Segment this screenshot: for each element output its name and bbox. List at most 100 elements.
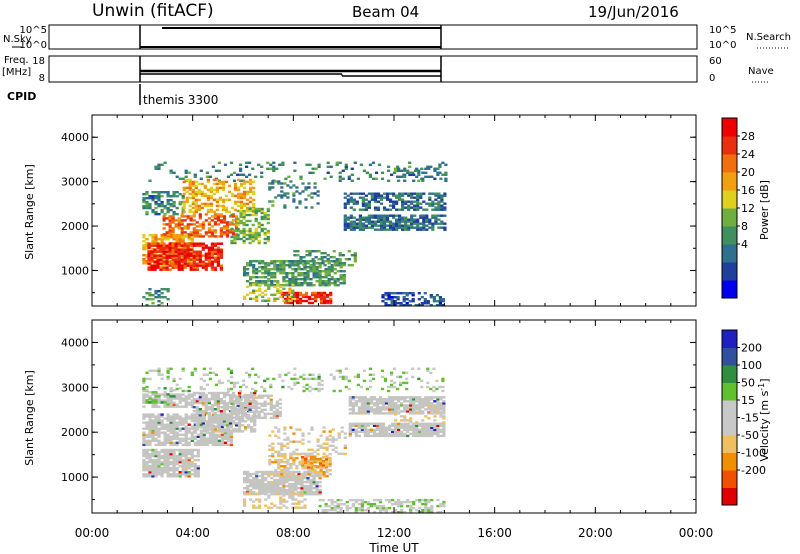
range-cell <box>178 193 182 196</box>
power-ylabel: Slant Range [km] <box>23 164 36 260</box>
range-cell <box>213 250 217 253</box>
range-cell <box>264 276 268 279</box>
range-cell <box>309 458 314 461</box>
range-cell <box>142 381 146 385</box>
range-cell <box>222 393 227 397</box>
range-cell <box>410 222 414 225</box>
range-cell <box>415 400 419 403</box>
range-cell <box>325 448 329 451</box>
range-cell <box>431 226 435 229</box>
range-cell <box>193 427 197 430</box>
range-cell <box>159 250 163 253</box>
range-cell <box>426 385 430 389</box>
range-cell <box>178 417 182 420</box>
range-cell <box>151 399 155 402</box>
range-cell <box>187 397 191 400</box>
range-cell <box>174 262 178 265</box>
range-cell <box>255 498 259 501</box>
range-cell <box>363 406 367 409</box>
range-cell <box>430 504 434 508</box>
range-cell <box>163 399 167 402</box>
range-cell <box>291 276 295 279</box>
range-cell <box>347 250 351 253</box>
range-cell <box>216 258 220 261</box>
range-cell <box>267 494 271 497</box>
range-cell <box>157 415 161 418</box>
range-cell <box>184 405 188 408</box>
range-cell <box>243 186 247 190</box>
range-cell <box>175 395 179 398</box>
range-cell <box>181 367 185 370</box>
range-cell <box>406 428 410 431</box>
range-cell <box>205 423 209 426</box>
range-cell <box>184 425 188 428</box>
range-cell <box>172 234 176 237</box>
range-cell <box>288 287 292 290</box>
range-cell <box>357 424 361 427</box>
range-cell <box>370 224 374 227</box>
range-cell <box>417 298 421 301</box>
range-cell <box>145 242 149 245</box>
range-cell <box>406 406 410 409</box>
range-cell <box>252 283 256 286</box>
range-cell <box>190 250 194 253</box>
range-cell <box>181 256 185 259</box>
range-cell <box>222 391 227 395</box>
range-cell <box>320 383 324 387</box>
range-cell <box>169 405 173 408</box>
range-cell <box>354 498 358 502</box>
range-cell <box>299 258 303 261</box>
range-cell <box>187 431 191 434</box>
range-cell <box>252 276 256 279</box>
range-cell <box>308 250 312 253</box>
range-cell <box>401 194 405 197</box>
range-cell <box>369 434 373 438</box>
range-cell <box>367 214 371 217</box>
range-cell <box>409 410 413 413</box>
range-cell <box>392 214 396 217</box>
range-cell <box>418 404 422 407</box>
range-cell <box>236 396 240 399</box>
range-cell <box>332 389 336 393</box>
range-cell <box>162 215 166 218</box>
range-cell <box>231 430 236 433</box>
range-cell <box>436 402 440 405</box>
range-cell <box>422 208 426 211</box>
range-cell <box>249 474 253 478</box>
range-cell <box>402 298 406 301</box>
range-cell <box>366 434 370 438</box>
range-cell <box>410 226 414 229</box>
range-cell <box>260 396 264 399</box>
range-cell <box>318 282 322 285</box>
range-cell <box>354 402 358 405</box>
range-cell <box>382 228 387 231</box>
range-cell <box>219 229 223 232</box>
range-cell <box>153 254 157 257</box>
range-cell <box>353 256 357 259</box>
range-cell <box>314 256 318 259</box>
range-cell <box>252 506 256 509</box>
range-cell <box>337 432 341 435</box>
range-cell <box>384 509 389 512</box>
range-cell <box>354 428 358 431</box>
range-cell <box>228 393 233 397</box>
range-cell <box>343 436 347 439</box>
range-cell <box>418 398 422 401</box>
range-cell <box>246 478 250 482</box>
range-cell <box>387 298 391 301</box>
range-cell <box>439 396 443 399</box>
range-cell <box>291 484 295 488</box>
range-cell <box>172 471 176 474</box>
range-cell <box>406 422 410 425</box>
range-cell <box>178 395 182 398</box>
range-cell <box>178 234 182 237</box>
range-cell <box>160 475 164 478</box>
range-cell <box>157 191 161 194</box>
range-cell <box>172 171 176 174</box>
range-cell <box>279 268 283 271</box>
range-cell <box>154 417 158 420</box>
range-cell <box>184 433 188 436</box>
range-cell <box>330 502 334 506</box>
range-cell <box>248 227 252 231</box>
range-cell <box>397 430 401 433</box>
